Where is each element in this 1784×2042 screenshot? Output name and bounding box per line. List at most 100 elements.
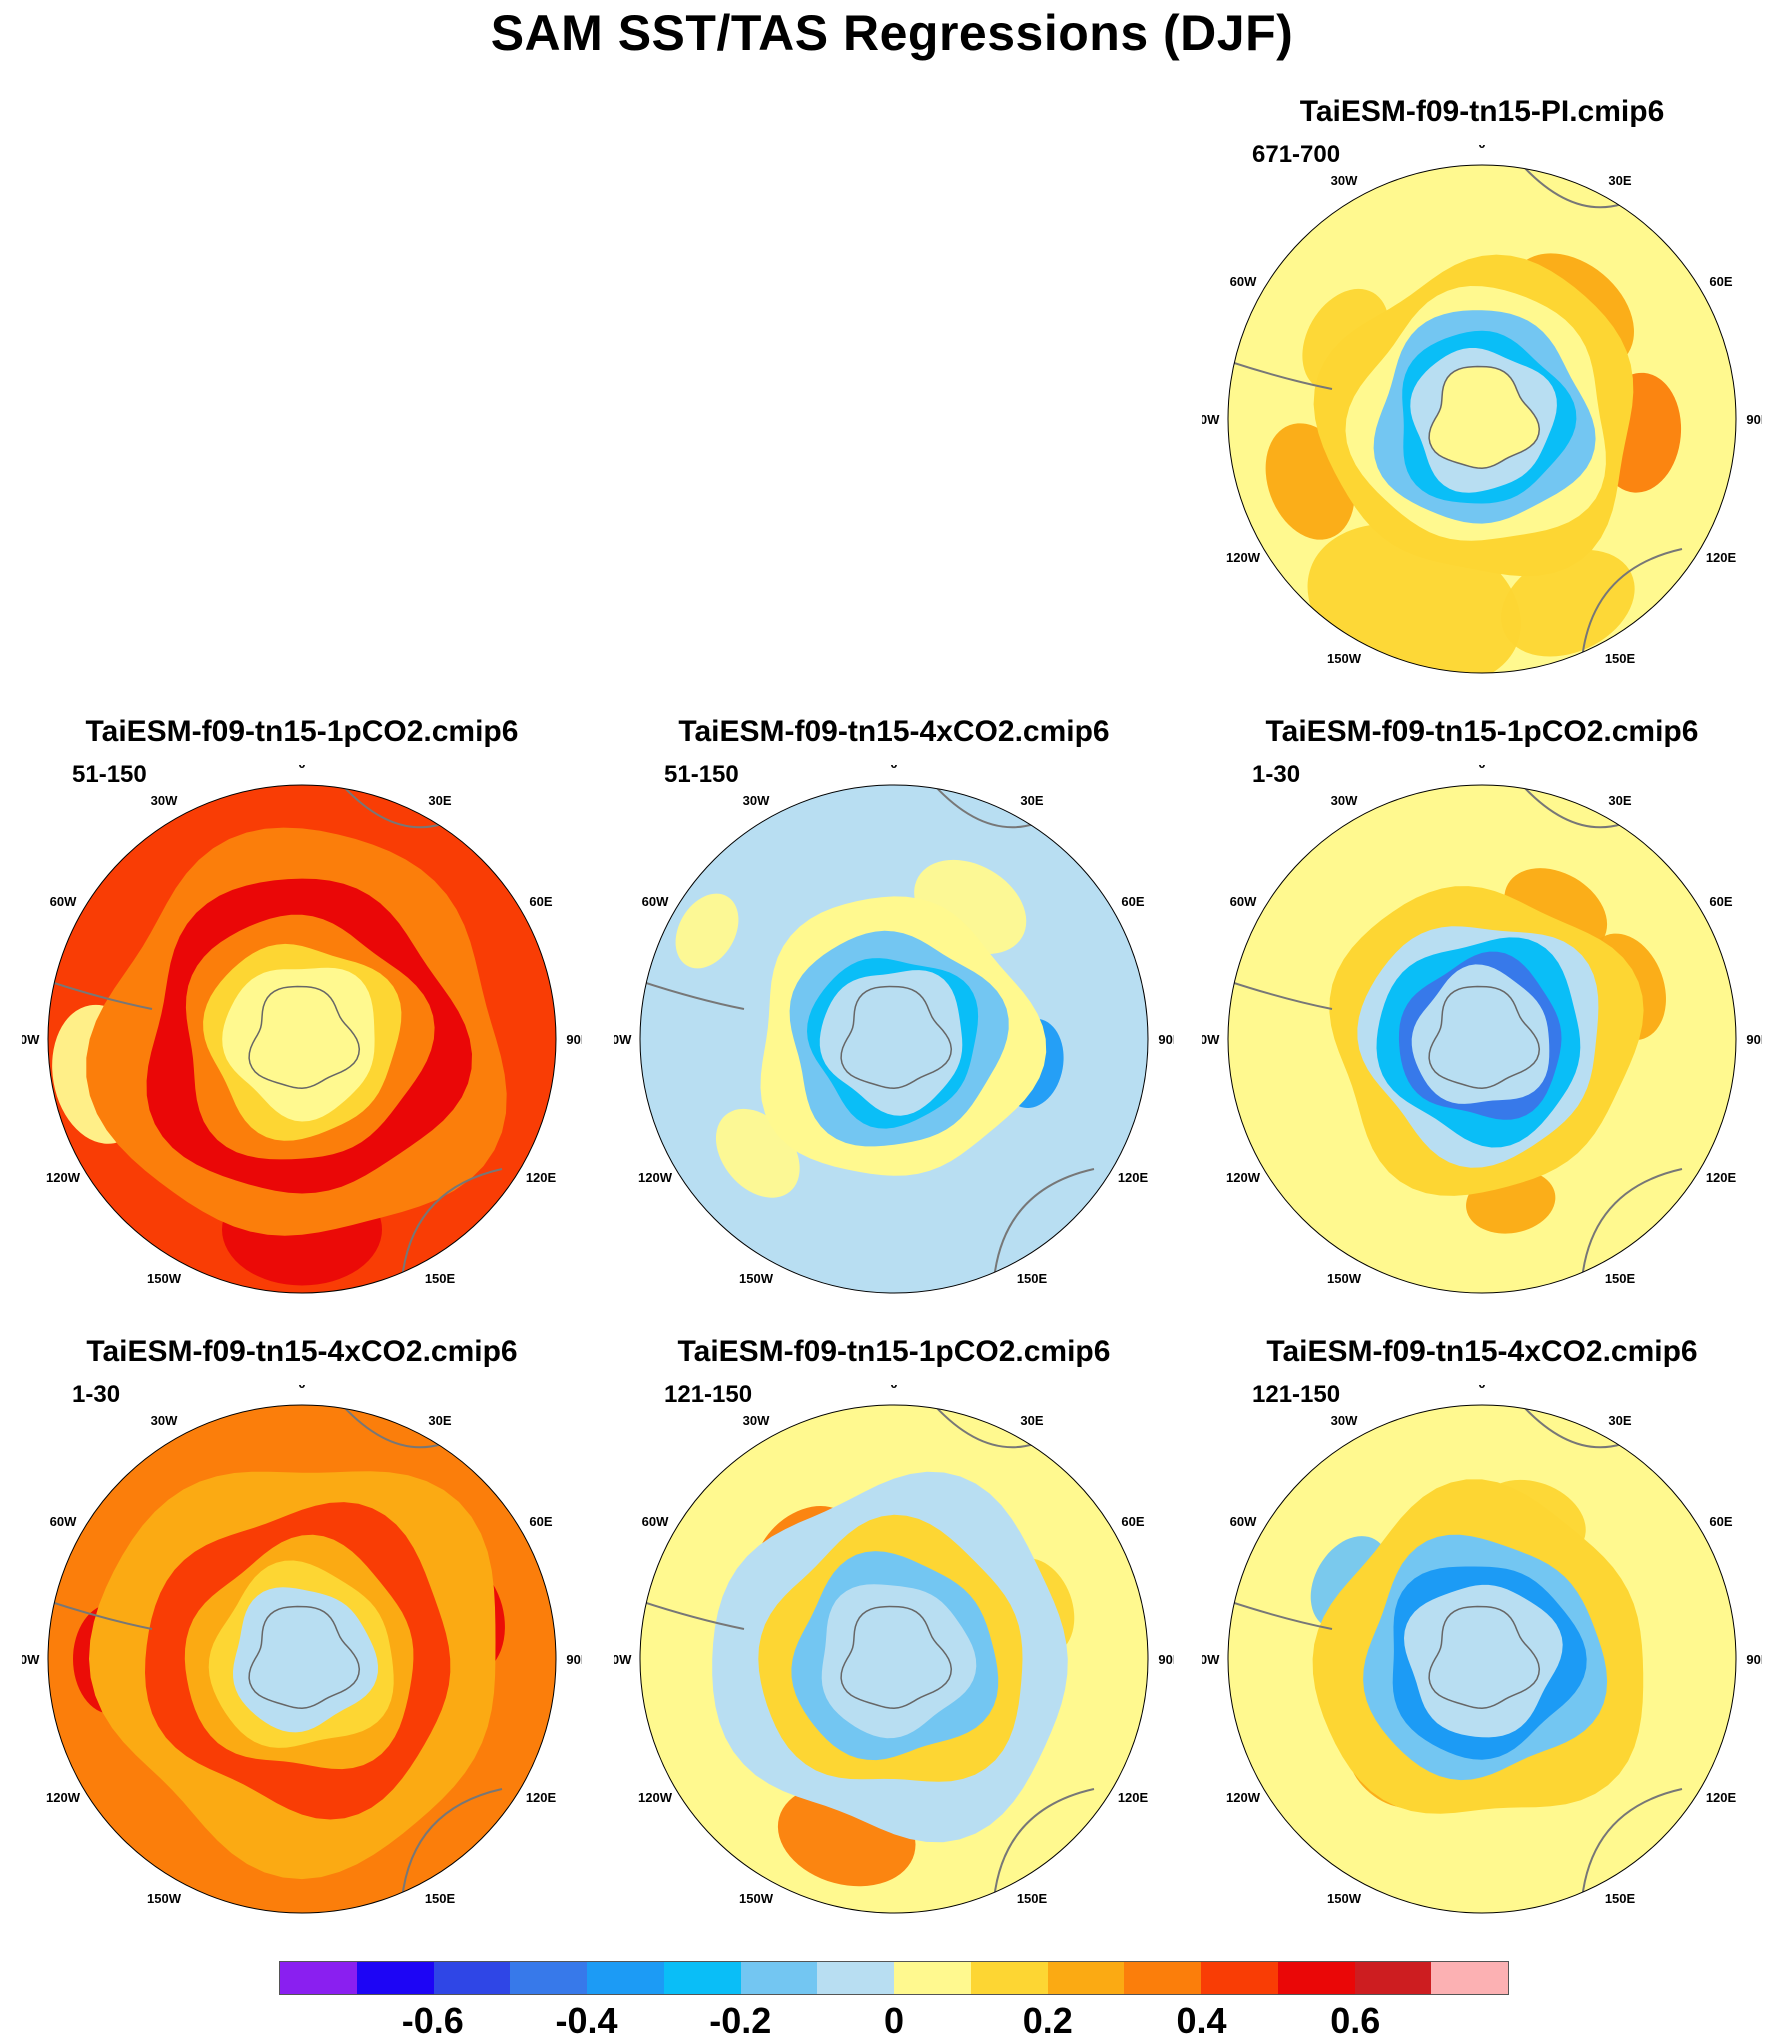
map-panel: TaiESM-f09-tn15-1pCO2.cmip6 51-150 0 30E 60E…: [22, 715, 582, 1305]
coastline: [1581, 1168, 1683, 1280]
map-panel: TaiESM-f09-tn15-4xCO2.cmip6 51-150 0 30E 60E…: [614, 715, 1174, 1305]
longitude-label: 120E: [1706, 550, 1737, 565]
colorbar-tick-label: 0.4: [1176, 2000, 1227, 2041]
panel-title: TaiESM-f09-tn15-4xCO2.cmip6: [1266, 1335, 1698, 1368]
longitude-label: 120W: [638, 1170, 673, 1185]
antarctica-landmass: [840, 985, 953, 1089]
coastline: [341, 785, 443, 829]
longitude-label: 0: [1478, 145, 1485, 151]
longitude-label: 60W: [1230, 274, 1257, 289]
polar-stereographic-map: 030E60E90E120E150E180150W120W90W60W30W: [22, 765, 582, 1294]
longitude-label: 90E: [1158, 1652, 1174, 1667]
longitude-label: 0: [298, 1385, 305, 1391]
colorbar-swatch: [1047, 1962, 1125, 1994]
colorbar-tick-label: -0.6: [401, 2000, 464, 2041]
longitude-label: 60W: [642, 1514, 669, 1529]
colorbar-swatch: [510, 1962, 587, 1994]
polar-stereographic-map: 030E60E90E120E150E180150W120W90W60W30W: [614, 765, 1174, 1294]
longitude-label: 120W: [1226, 1170, 1261, 1185]
longitude-label: 60W: [642, 894, 669, 909]
longitude-label: 60W: [1230, 1514, 1257, 1529]
panel-title: TaiESM-f09-tn15-1pCO2.cmip6: [1265, 715, 1699, 748]
panel-period: 1-30: [72, 1381, 121, 1408]
longitude-label: 120E: [1118, 1170, 1149, 1185]
colorbar-swatch: [433, 1962, 511, 1994]
map-border: [1227, 784, 1737, 1294]
longitude-label: 90W: [22, 1032, 40, 1047]
longitude-label: 0: [1478, 765, 1485, 771]
colorbar-tick-label: 0.2: [1022, 2000, 1073, 2041]
longitude-label: 30E: [1020, 1413, 1043, 1428]
antarctica-landmass: [248, 1605, 361, 1709]
panel-period: 1-30: [1252, 761, 1301, 788]
colorbar-swatch: [1124, 1962, 1201, 1994]
longitude-label: 120E: [526, 1170, 557, 1185]
colorbar-tick-label: -0.2: [709, 2000, 772, 2041]
panel-title: TaiESM-f09-tn15-1pCO2.cmip6: [85, 715, 519, 748]
coastline: [1521, 165, 1623, 209]
longitude-label: 60E: [1709, 274, 1732, 289]
longitude-label: 60E: [1709, 894, 1732, 909]
map-border: [639, 1404, 1149, 1914]
coastline: [993, 1168, 1095, 1280]
longitude-label: 90E: [1746, 1032, 1762, 1047]
longitude-label: 90W: [1202, 412, 1220, 427]
longitude-label: 120W: [46, 1170, 81, 1185]
coastline: [933, 785, 1035, 829]
colorbar-swatch: [1201, 1962, 1278, 1994]
polar-stereographic-map: 030E60E90E120E150E180150W120W90W60W30W: [1202, 145, 1762, 674]
map-border: [1227, 1404, 1737, 1914]
colorbar-swatch: [740, 1962, 818, 1994]
panel-title: TaiESM-f09-tn15-1pCO2.cmip6: [677, 1335, 1111, 1368]
longitude-label: 60E: [529, 894, 552, 909]
longitude-label: 150W: [147, 1891, 182, 1906]
longitude-label: 30E: [1608, 1413, 1631, 1428]
longitude-label: 30W: [151, 1413, 178, 1428]
coastline: [401, 1788, 503, 1900]
figure-title: SAM SST/TAS Regressions (DJF): [490, 5, 1294, 61]
longitude-label: 150E: [1605, 1271, 1636, 1286]
longitude-label: 90W: [22, 1652, 40, 1667]
longitude-label: 0: [890, 765, 897, 771]
longitude-label: 120W: [46, 1790, 81, 1805]
longitude-label: 60E: [1121, 894, 1144, 909]
longitude-label: 90E: [1746, 1652, 1762, 1667]
longitude-label: 120W: [1226, 550, 1261, 565]
longitude-label: 60E: [529, 1514, 552, 1529]
coastline: [933, 1405, 1035, 1449]
longitude-label: 30E: [428, 1413, 451, 1428]
colorbar-tick-labels: -0.6 -0.4 -0.2 0 0.2 0.4 0.6: [0, 2000, 1784, 2041]
antarctica-landmass: [1428, 985, 1541, 1089]
colorbar-swatch: [817, 1962, 894, 1994]
longitude-label: 150W: [739, 1271, 774, 1286]
longitude-label: 60W: [50, 1514, 77, 1529]
longitude-label: 150W: [1327, 651, 1362, 666]
longitude-label: 120W: [1226, 1790, 1261, 1805]
panel-period: 671-700: [1252, 141, 1341, 168]
longitude-label: 60E: [1121, 1514, 1144, 1529]
map-panel: TaiESM-f09-tn15-4xCO2.cmip6 1-30 0 30E 60E 90…: [22, 1335, 582, 1925]
coastline: [1521, 785, 1623, 829]
longitude-label: 90W: [614, 1032, 632, 1047]
longitude-label: 90E: [1746, 412, 1762, 427]
panel-period: 121-150: [1252, 1381, 1341, 1408]
polar-stereographic-map: 030E60E90E120E150E180150W120W90W60W30W: [614, 1385, 1174, 1914]
longitude-label: 30W: [1331, 173, 1358, 188]
longitude-label: 150E: [425, 1891, 456, 1906]
colorbar-swatch: [1354, 1962, 1432, 1994]
longitude-label: 150W: [739, 1891, 774, 1906]
panel-title: TaiESM-f09-tn15-4xCO2.cmip6: [678, 715, 1110, 748]
coastline: [341, 1405, 443, 1449]
longitude-label: 30W: [1331, 793, 1358, 808]
colorbar-tick-label: 0.6: [1330, 2000, 1381, 2041]
map-panel: TaiESM-f09-tn15-1pCO2.cmip6 121-150 0 30E 60…: [614, 1335, 1174, 1925]
longitude-label: 150W: [1327, 1271, 1362, 1286]
longitude-label: 90W: [1202, 1032, 1220, 1047]
longitude-label: 0: [1478, 1385, 1485, 1391]
longitude-label: 30E: [1608, 173, 1631, 188]
longitude-label: 120E: [1118, 1790, 1149, 1805]
map-panel: TaiESM-f09-tn15-PI.cmip6 671-700 0 30E 60E 90…: [1202, 95, 1762, 685]
coastline: [993, 1788, 1095, 1900]
longitude-label: 0: [890, 1385, 897, 1391]
longitude-label: 120E: [1706, 1170, 1737, 1185]
